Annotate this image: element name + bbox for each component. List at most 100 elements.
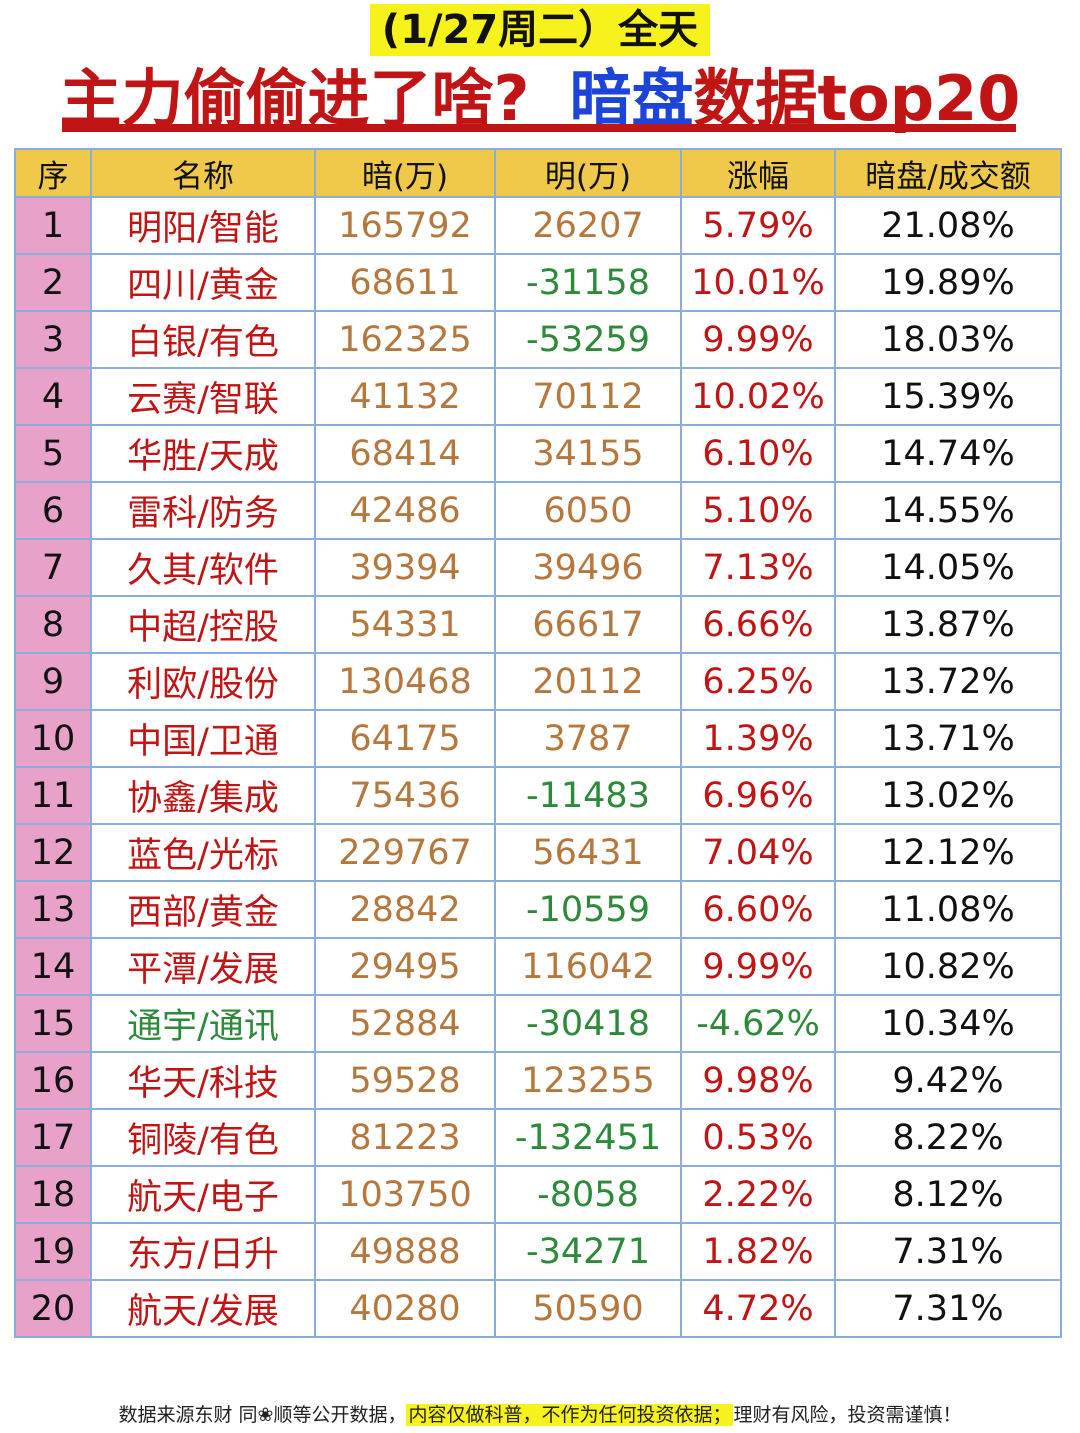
stock-name: 航天/发展 xyxy=(90,1279,316,1338)
change-pct: 9.99% xyxy=(680,310,836,369)
lit-amount: -30418 xyxy=(494,994,682,1053)
row-index: 15 xyxy=(14,994,92,1053)
dark-pool-table: 序 名称 暗(万) 明(万) 涨幅 暗盘/成交额 1 明阳/智能 165792 262… xyxy=(14,148,1062,1338)
dark-ratio: 13.71% xyxy=(834,709,1062,768)
dark-ratio: 11.08% xyxy=(834,880,1062,939)
stock-name: 久其/软件 xyxy=(90,538,316,597)
dark-amount: 68414 xyxy=(314,424,496,483)
table-row: 14 平潭/发展 29495 116042 9.99% 10.82% xyxy=(14,937,1062,996)
lit-amount: 20112 xyxy=(494,652,682,711)
stock-name: 利欧/股份 xyxy=(90,652,316,711)
lit-amount: 3787 xyxy=(494,709,682,768)
stock-name: 雷科/防务 xyxy=(90,481,316,540)
row-index: 13 xyxy=(14,880,92,939)
dark-amount: 42486 xyxy=(314,481,496,540)
dark-amount: 130468 xyxy=(314,652,496,711)
dark-amount: 54331 xyxy=(314,595,496,654)
lit-amount: -53259 xyxy=(494,310,682,369)
lit-amount: 39496 xyxy=(494,538,682,597)
dark-ratio: 13.02% xyxy=(834,766,1062,825)
table-row: 1 明阳/智能 165792 26207 5.79% 21.08% xyxy=(14,196,1062,255)
table-row: 13 西部/黄金 28842 -10559 6.60% 11.08% xyxy=(14,880,1062,939)
dark-amount: 68611 xyxy=(314,253,496,312)
column-header-change: 涨幅 xyxy=(680,148,836,198)
title-top20: 数据top20 xyxy=(693,62,1021,135)
table-row: 18 航天/电子 103750 -8058 2.22% 8.12% xyxy=(14,1165,1062,1224)
dark-ratio: 9.42% xyxy=(834,1051,1062,1110)
change-pct: 7.13% xyxy=(680,538,836,597)
dark-ratio: 14.55% xyxy=(834,481,1062,540)
footer-source: 数据来源东财 同❀顺等公开数据， xyxy=(118,1404,407,1426)
table-row: 15 通宇/通讯 52884 -30418 -4.62% 10.34% xyxy=(14,994,1062,1053)
dark-amount: 103750 xyxy=(314,1165,496,1224)
table-body: 1 明阳/智能 165792 26207 5.79% 21.08% 2 四川/黄金 68611-… xyxy=(14,196,1062,1338)
dark-ratio: 19.89% xyxy=(834,253,1062,312)
page-title: 主力偷偷进了啥? 暗盘数据top20 xyxy=(0,58,1080,140)
dark-ratio: 7.31% xyxy=(834,1222,1062,1281)
change-pct: 1.82% xyxy=(680,1222,836,1281)
row-index: 19 xyxy=(14,1222,92,1281)
change-pct: 7.04% xyxy=(680,823,836,882)
dark-ratio: 7.31% xyxy=(834,1279,1062,1338)
dark-amount: 40280 xyxy=(314,1279,496,1338)
title-question: 主力偷偷进了啥? xyxy=(59,62,530,135)
table-row: 12 蓝色/光标 229767 56431 7.04% 12.12% xyxy=(14,823,1062,882)
row-index: 4 xyxy=(14,367,92,426)
lit-amount: -34271 xyxy=(494,1222,682,1281)
table-row: 9 利欧/股份 130468 20112 6.25% 13.72% xyxy=(14,652,1062,711)
footer-highlight: 内容仅做科普，不作为任何投资依据； xyxy=(406,1404,734,1426)
dark-ratio: 13.87% xyxy=(834,595,1062,654)
change-pct: 6.66% xyxy=(680,595,836,654)
change-pct: 6.60% xyxy=(680,880,836,939)
stock-name: 中国/卫通 xyxy=(90,709,316,768)
table-row: 20 航天/发展 40280 50590 4.72% 7.31% xyxy=(14,1279,1062,1338)
dark-amount: 52884 xyxy=(314,994,496,1053)
dark-amount: 49888 xyxy=(314,1222,496,1281)
table-row: 7 久其/软件 39394 39496 7.13% 14.05% xyxy=(14,538,1062,597)
column-header-ratio: 暗盘/成交额 xyxy=(834,148,1062,198)
row-index: 6 xyxy=(14,481,92,540)
dark-amount: 64175 xyxy=(314,709,496,768)
row-index: 5 xyxy=(14,424,92,483)
row-index: 18 xyxy=(14,1165,92,1224)
table-row: 16 华天/科技 59528 123255 9.98% 9.42% xyxy=(14,1051,1062,1110)
column-header-dark: 暗(万) xyxy=(314,148,496,198)
change-pct: 5.10% xyxy=(680,481,836,540)
table-row: 5 华胜/天成 68414 34155 6.10% 14.74% xyxy=(14,424,1062,483)
stock-name: 蓝色/光标 xyxy=(90,823,316,882)
change-pct: 5.79% xyxy=(680,196,836,255)
dark-amount: 81223 xyxy=(314,1108,496,1167)
dark-amount: 28842 xyxy=(314,880,496,939)
table-row: 17 铜陵/有色 81223 -132451 0.53% 8.22% xyxy=(14,1108,1062,1167)
table-row: 4 云赛/智联 41132 70112 10.02% 15.39% xyxy=(14,367,1062,426)
lit-amount: 56431 xyxy=(494,823,682,882)
lit-amount: -132451 xyxy=(494,1108,682,1167)
table-row: 8 中超/控股 54331 66617 6.66% 13.87% xyxy=(14,595,1062,654)
stock-name: 明阳/智能 xyxy=(90,196,316,255)
stock-name: 通宇/通讯 xyxy=(90,994,316,1053)
change-pct: 2.22% xyxy=(680,1165,836,1224)
stock-name: 华胜/天成 xyxy=(90,424,316,483)
lit-amount: 50590 xyxy=(494,1279,682,1338)
lit-amount: -11483 xyxy=(494,766,682,825)
lit-amount: -31158 xyxy=(494,253,682,312)
row-index: 3 xyxy=(14,310,92,369)
dark-ratio: 10.34% xyxy=(834,994,1062,1053)
change-pct: 9.99% xyxy=(680,937,836,996)
lit-amount: 6050 xyxy=(494,481,682,540)
lit-amount: 123255 xyxy=(494,1051,682,1110)
table-row: 2 四川/黄金 68611 -31158 10.01% 19.89% xyxy=(14,253,1062,312)
column-header-name: 名称 xyxy=(90,148,316,198)
footer-disclaimer: 数据来源东财 同❀顺等公开数据， 内容仅做科普，不作为任何投资依据； 理财有风险，投… xyxy=(0,1400,1080,1430)
date-label: (1/27周二）全天 xyxy=(369,4,711,56)
dark-ratio: 10.82% xyxy=(834,937,1062,996)
table-row: 19 东方/日升 49888 -34271 1.82% 7.31% xyxy=(14,1222,1062,1281)
table-row: 10 中国/卫通 64175 3787 1.39% 13.71% xyxy=(14,709,1062,768)
dark-ratio: 18.03% xyxy=(834,310,1062,369)
lit-amount: 34155 xyxy=(494,424,682,483)
dark-ratio: 14.05% xyxy=(834,538,1062,597)
stock-name: 白银/有色 xyxy=(90,310,316,369)
stock-name: 华天/科技 xyxy=(90,1051,316,1110)
footer-risk: 理财有风险，投资需谨慎！ xyxy=(733,1404,962,1426)
change-pct: 1.39% xyxy=(680,709,836,768)
